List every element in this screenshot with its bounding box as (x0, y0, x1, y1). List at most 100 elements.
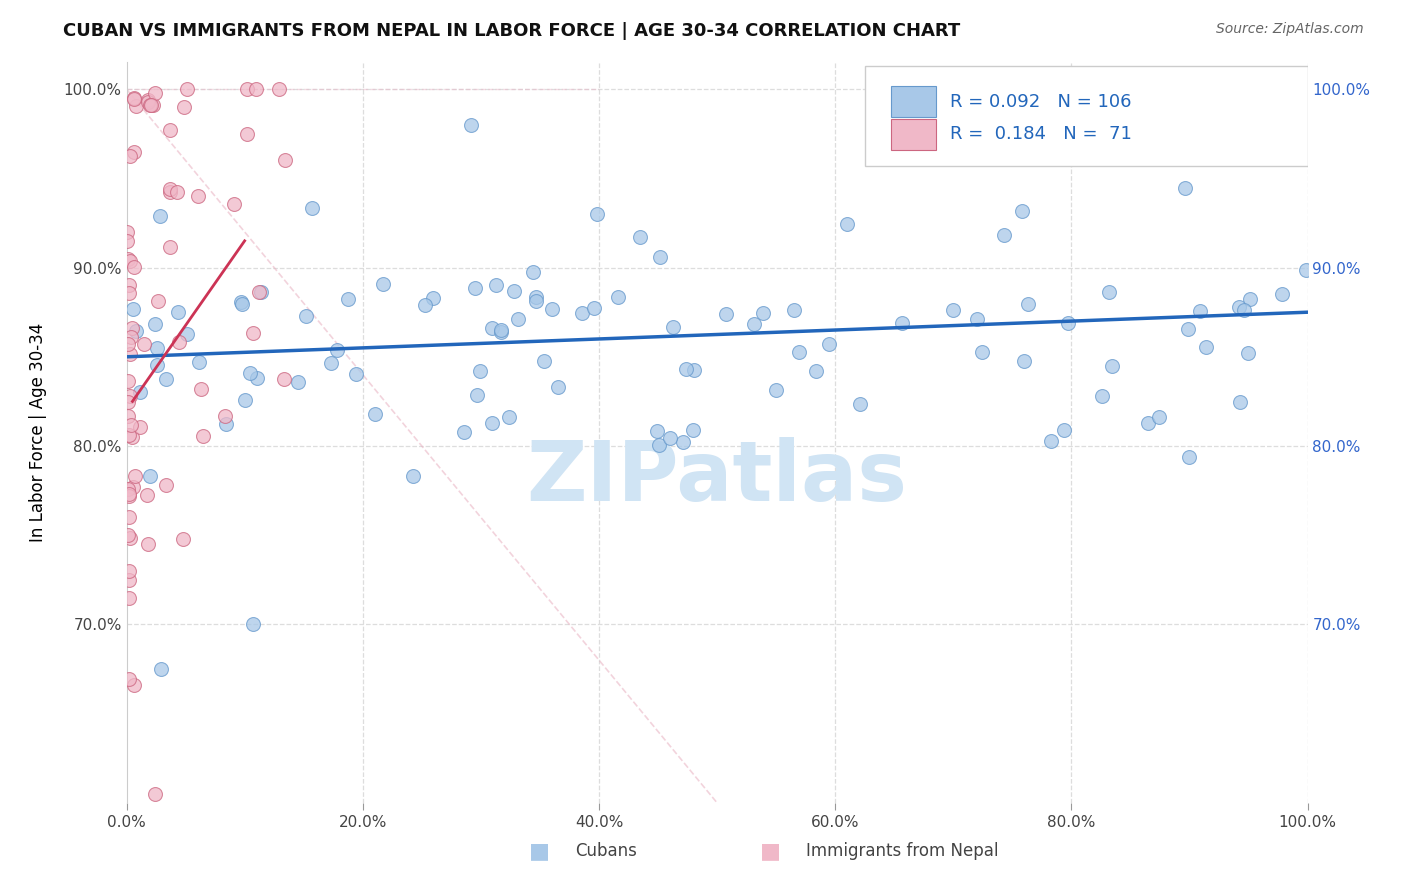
Point (524, 290, 547, 304)
Point (136, 93, 159, 107)
Point (1237, 346, 1260, 360)
Point (120, 330, 142, 344)
Point (1091, 389, 1114, 403)
Point (122, 92, 145, 106)
Point (1271, 286, 1294, 301)
Point (149, 209, 172, 223)
Point (145, 317, 167, 331)
Point (583, 301, 606, 315)
Point (187, 189, 209, 203)
Point (115, 225, 138, 239)
Point (139, 98, 162, 112)
Point (139, 97, 162, 112)
Point (1053, 423, 1076, 437)
Point (239, 367, 262, 381)
Point (506, 312, 529, 326)
Point (628, 230, 651, 244)
Point (502, 284, 524, 298)
FancyBboxPatch shape (890, 119, 935, 150)
Point (547, 380, 569, 394)
Text: Source: ZipAtlas.com: Source: ZipAtlas.com (1216, 22, 1364, 37)
Point (150, 662, 173, 676)
Text: CUBAN VS IMMIGRANTS FROM NEPAL IN LABOR FORCE | AGE 30-34 CORRELATION CHART: CUBAN VS IMMIGRANTS FROM NEPAL IN LABOR … (63, 22, 960, 40)
Point (465, 388, 488, 402)
Point (672, 434, 695, 449)
Point (247, 285, 270, 299)
Point (124, 469, 146, 483)
Point (118, 254, 141, 268)
Point (129, 385, 152, 400)
Point (188, 355, 211, 369)
Point (295, 309, 318, 323)
Text: ■: ■ (530, 841, 550, 861)
Point (117, 527, 139, 541)
Point (118, 564, 141, 578)
Point (662, 320, 685, 334)
Point (683, 362, 706, 376)
Point (117, 286, 139, 301)
Point (159, 182, 181, 196)
Point (742, 317, 765, 331)
Point (122, 145, 145, 160)
Point (191, 429, 214, 443)
Point (143, 787, 166, 801)
Point (301, 201, 323, 215)
Point (229, 295, 252, 310)
Point (120, 417, 142, 432)
Point (413, 297, 436, 311)
Point (1239, 292, 1261, 306)
Point (1229, 394, 1251, 409)
Point (274, 153, 297, 167)
Point (326, 343, 349, 357)
Point (125, 324, 148, 338)
Point (118, 591, 141, 605)
Point (145, 358, 167, 372)
Point (155, 372, 177, 386)
Point (121, 430, 143, 444)
Point (120, 531, 142, 545)
Point (1174, 181, 1197, 195)
Point (1136, 416, 1159, 430)
Point (273, 372, 295, 386)
Point (155, 478, 177, 492)
Point (128, 419, 150, 434)
Point (224, 197, 246, 211)
Point (118, 278, 141, 293)
Point (498, 410, 520, 425)
Point (1057, 316, 1080, 330)
Point (942, 303, 965, 318)
Point (647, 424, 669, 438)
Point (242, 617, 264, 632)
Point (132, 337, 155, 351)
Point (135, 488, 157, 502)
Point (146, 341, 169, 355)
Point (169, 334, 191, 349)
Point (1177, 322, 1199, 336)
Point (159, 123, 181, 137)
Point (765, 383, 787, 397)
Text: R =  0.184   N =  71: R = 0.184 N = 71 (949, 125, 1132, 144)
Point (489, 325, 512, 339)
Point (1101, 359, 1123, 373)
Point (245, 82, 267, 96)
Point (118, 389, 141, 403)
Point (143, 87, 166, 101)
Point (176, 326, 198, 341)
Point (835, 217, 858, 231)
Point (1204, 91, 1226, 105)
Point (1012, 354, 1035, 368)
Point (607, 289, 630, 303)
Point (1295, 262, 1317, 277)
Point (117, 409, 139, 424)
FancyBboxPatch shape (890, 87, 935, 117)
Point (118, 489, 141, 503)
Text: R = 0.092   N = 106: R = 0.092 N = 106 (949, 93, 1132, 111)
Point (1011, 203, 1033, 218)
Point (233, 392, 256, 407)
Point (118, 673, 141, 687)
Point (522, 265, 544, 279)
Point (337, 292, 360, 306)
Point (236, 128, 259, 142)
Point (848, 397, 870, 411)
Point (481, 416, 503, 430)
